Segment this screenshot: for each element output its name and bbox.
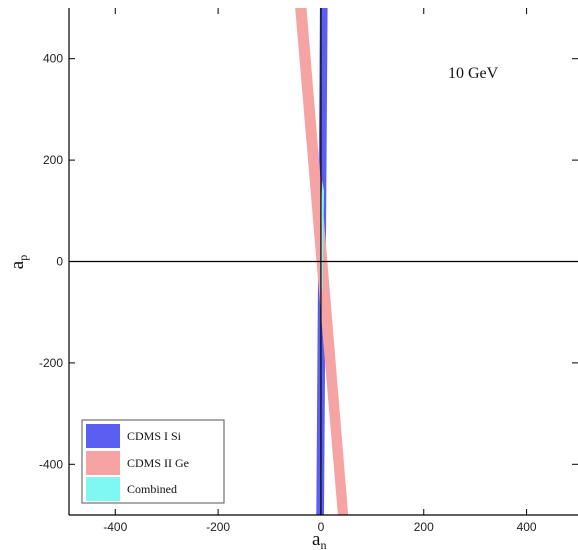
y-tick-label: -200 <box>39 356 63 370</box>
y-tick-label: -400 <box>39 457 63 471</box>
x-axis-title-main: a <box>312 529 321 550</box>
x-axis-title-sub: n <box>320 538 326 550</box>
x-tick-label: 200 <box>414 520 434 534</box>
y-axis-title-sub: p <box>16 255 30 261</box>
y-tick-label: 400 <box>43 52 63 66</box>
x-axis-title: an <box>312 529 326 550</box>
x-tick-label: -400 <box>103 520 127 534</box>
legend: CDMS I Si CDMS II Ge Combined <box>81 419 225 504</box>
mass-annotation: 10 GeV <box>448 65 499 82</box>
zero-lines <box>69 8 578 515</box>
y-axis-title: ap <box>7 255 30 269</box>
x-tick-label: -200 <box>206 520 230 534</box>
y-tick-label: 0 <box>56 255 63 269</box>
y-tick-label: 200 <box>43 153 63 167</box>
legend-label-cdms-i-si: CDMS I Si <box>127 429 182 443</box>
legend-label-combined: Combined <box>127 482 177 496</box>
y-axis-title-main: a <box>7 260 28 269</box>
x-tick-label: 400 <box>517 520 537 534</box>
ticks-layer: -400 -200 0 200 400 -400 -200 0 200 400 <box>39 8 578 534</box>
legend-label-cdms-ii-ge: CDMS II Ge <box>127 456 189 470</box>
legend-swatch-combined <box>86 477 120 501</box>
x-tick-label: 0 <box>318 520 325 534</box>
legend-swatch-cdms-i-si <box>86 424 120 448</box>
legend-swatch-cdms-ii-ge <box>86 451 120 475</box>
